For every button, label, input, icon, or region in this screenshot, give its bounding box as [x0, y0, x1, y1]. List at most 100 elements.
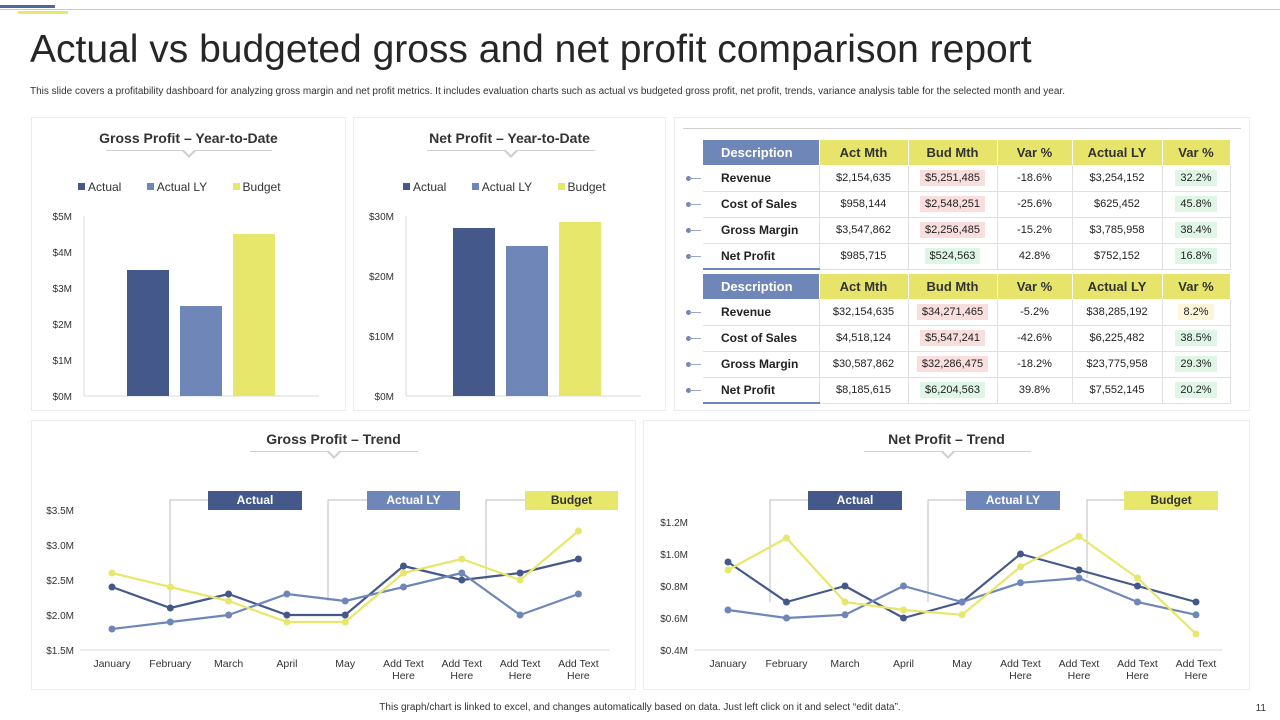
row-marker-tick — [689, 338, 701, 339]
table-cell: 42.8% — [997, 243, 1073, 270]
data-point — [958, 598, 966, 606]
x-tick-label: March — [830, 658, 859, 670]
gross-ytd-legend: Actual Actual LY Budget — [78, 180, 303, 194]
data-point — [283, 611, 291, 619]
table-cell: $958,144 — [819, 191, 909, 218]
table-cell: $3,785,958 — [1072, 217, 1163, 244]
legend-swatch-budget — [232, 183, 240, 190]
column-header: Var % — [997, 140, 1073, 165]
column-header: Actual LY — [1072, 274, 1163, 299]
table-cell: $6,204,563 — [908, 377, 998, 404]
row-marker-tick — [689, 204, 701, 205]
table-cell: $625,452 — [1072, 191, 1163, 218]
y-tick-label: $1.5M — [46, 646, 74, 657]
data-point — [1192, 630, 1200, 638]
x-tick-label: Add Text Here — [1176, 658, 1217, 682]
x-tick-label: February — [765, 658, 808, 670]
table-cell: $2,548,251 — [908, 191, 998, 218]
cell-value: 42.8% — [1018, 250, 1051, 262]
legend-swatch-actual-ly — [471, 183, 479, 190]
net-trend-title-notch — [941, 451, 955, 459]
x-tick-label: April — [893, 658, 914, 670]
table-cell: Revenue — [703, 299, 820, 326]
table-cell: -25.6% — [997, 191, 1073, 218]
table-row: Cost of Sales $4,518,124 $5,547,241 -42.6% $… — [703, 325, 1231, 352]
page-subtitle: This slide covers a profitability dashbo… — [30, 86, 1065, 97]
y-tick-label: $20M — [369, 272, 394, 283]
series-line-actual — [727, 552, 1197, 620]
data-point — [1075, 574, 1083, 582]
cell-value: -18.2% — [1017, 358, 1052, 370]
cell-value: 39.8% — [1018, 384, 1051, 396]
legend-label: Actual LY — [481, 180, 533, 194]
table-row: Cost of Sales $958,144 $2,548,251 -25.6% $62… — [703, 191, 1231, 218]
table-cell: Gross Margin — [703, 351, 820, 378]
net-trend-label-actual: Actual — [808, 491, 902, 510]
data-point — [1075, 532, 1083, 540]
table-cell: $32,154,635 — [819, 299, 909, 326]
y-tick-label: $3M — [53, 284, 72, 295]
y-tick-label: $2.5M — [46, 576, 74, 587]
cell-value: $625,452 — [1094, 198, 1140, 210]
table-cell: $4,518,124 — [819, 325, 909, 352]
cell-value: Net Profit — [721, 382, 775, 397]
cell-value: -42.6% — [1017, 332, 1052, 344]
data-point — [1017, 579, 1024, 587]
variance-top-rule — [683, 128, 1241, 129]
cell-value: -18.6% — [1017, 171, 1052, 184]
y-tick-label: $10M — [369, 332, 394, 343]
legend-label: Actual LY — [156, 180, 208, 194]
cell-value: 8.2% — [1178, 303, 1214, 320]
callout-connector — [169, 499, 208, 608]
data-point — [166, 618, 174, 626]
table-cell: Gross Margin — [703, 217, 820, 244]
y-tick-label: $1.0M — [660, 550, 688, 561]
table-cell: $7,552,145 — [1072, 377, 1163, 404]
table-cell: -15.2% — [997, 217, 1073, 244]
cell-value: $5,251,485 — [919, 169, 986, 186]
table-cell: $3,547,862 — [819, 217, 909, 244]
cell-value: Gross Margin — [721, 223, 799, 237]
data-point — [166, 583, 174, 591]
cell-value: $8,185,615 — [835, 384, 892, 396]
data-point — [1017, 550, 1024, 558]
cell-value: 45.8% — [1175, 196, 1217, 212]
cell-value: $5,547,241 — [919, 330, 986, 346]
legend-label: Budget — [567, 180, 606, 194]
row-marker-tick — [689, 178, 701, 179]
cell-value: $3,547,862 — [835, 224, 892, 236]
row-marker-dot — [686, 309, 691, 315]
data-point — [900, 582, 907, 590]
callout-connector — [769, 499, 808, 602]
table-cell: $32,286,475 — [908, 351, 998, 378]
variance-table-ytd: Description Act Mth Bud Mth Var % Actual LY V… — [703, 274, 1231, 404]
net-ytd-title: Net Profit – Year-to-Date — [429, 130, 590, 146]
table-row: Net Profit $8,185,615 $6,204,563 39.8% $7,55… — [703, 377, 1231, 404]
x-tick-label: January — [709, 658, 747, 670]
cell-value: -25.6% — [1017, 198, 1052, 210]
bar-actual-ly — [180, 306, 222, 396]
cell-value: $4,518,124 — [835, 332, 892, 344]
table-cell: 29.3% — [1162, 351, 1231, 378]
data-point — [225, 611, 233, 619]
bar-budget — [233, 234, 275, 396]
data-point — [516, 611, 524, 619]
bar-actual-ly — [506, 246, 548, 396]
gross-trend-title: Gross Profit – Trend — [266, 431, 401, 447]
column-header: Var % — [1162, 140, 1231, 165]
table-cell: $985,715 — [819, 243, 909, 270]
row-marker-tick — [689, 256, 701, 257]
column-header: Var % — [997, 274, 1073, 299]
cell-value: Revenue — [721, 304, 772, 319]
table-cell: $752,152 — [1072, 243, 1163, 270]
y-tick-label: $1.2M — [660, 518, 688, 529]
cell-value: Gross Margin — [721, 357, 799, 371]
cell-value: $34,271,465 — [916, 303, 989, 320]
x-tick-label: May — [335, 658, 356, 670]
x-tick-line: Here — [509, 670, 532, 682]
y-tick-label: $3.5M — [46, 506, 74, 517]
callout-connector — [1086, 499, 1124, 578]
row-marker-dot — [686, 227, 691, 233]
net-ytd-chart: $0M $10M $20M $30M — [369, 212, 641, 403]
cell-value: $6,225,482 — [1089, 332, 1145, 344]
